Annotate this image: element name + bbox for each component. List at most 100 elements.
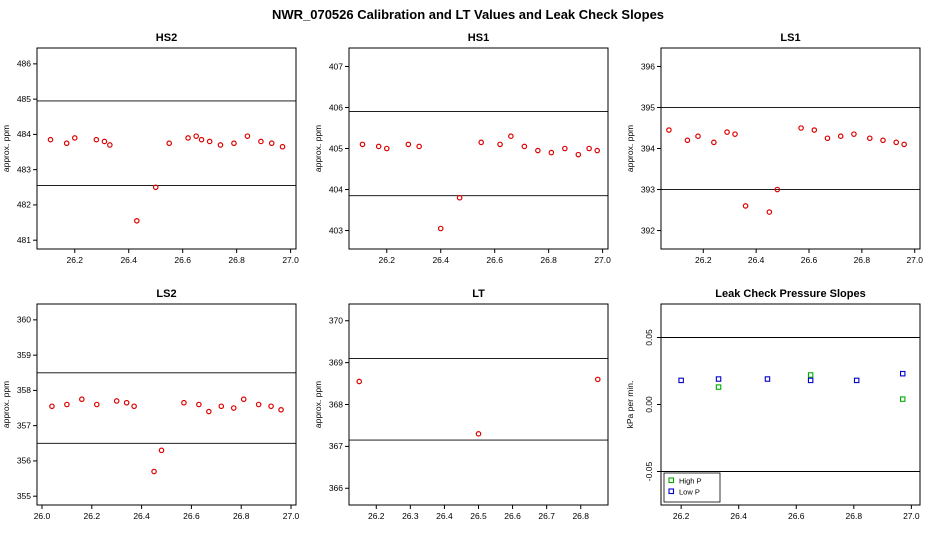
data-point	[151, 468, 157, 475]
y-tick-label: 406	[329, 102, 343, 112]
chart-title: LS2	[156, 288, 176, 300]
y-tick-label: 359	[17, 350, 31, 360]
data-point	[71, 135, 78, 141]
legend-marker	[668, 488, 675, 495]
data-point	[774, 186, 781, 193]
data-point	[715, 376, 722, 382]
x-tick-label: 26.8	[854, 255, 871, 265]
data-point	[230, 405, 237, 411]
data-point	[218, 403, 225, 410]
data-point	[807, 372, 814, 378]
page-title: NWR_070526 Calibration and LT Values and…	[271, 7, 665, 22]
data-point	[206, 408, 212, 415]
data-point	[684, 137, 691, 144]
y-tick-label: 483	[17, 164, 31, 174]
legend-label: High P	[679, 477, 702, 486]
data-point	[356, 378, 363, 385]
data-point	[206, 138, 213, 145]
x-tick-label: 26.2	[378, 255, 395, 265]
data-point	[231, 140, 237, 147]
plot-frame	[36, 47, 297, 250]
y-tick-label: 367	[329, 441, 343, 451]
x-tick-label: 26.6	[486, 255, 503, 265]
y-axis-label: approx. ppm	[1, 125, 11, 172]
y-tick-label: 484	[17, 129, 31, 139]
chart-hs1: HS1 26.2 26.4 26.6 26.8 27.0 403 404 405 406 407 ap…	[313, 32, 611, 265]
x-tick-label: 27.0	[906, 255, 923, 265]
data-point	[166, 140, 172, 147]
y-tick-label: 393	[641, 184, 655, 194]
x-tick-label: 26.2	[66, 255, 83, 265]
y-tick-label: 394	[641, 143, 655, 153]
x-tick-label: 26.8	[233, 511, 250, 521]
data-point	[93, 136, 100, 143]
data-point	[113, 398, 120, 404]
data-point	[899, 396, 906, 402]
data-point	[798, 125, 804, 131]
data-point	[278, 406, 284, 413]
data-point	[217, 142, 224, 148]
data-point	[742, 203, 749, 209]
data-point	[93, 401, 100, 408]
data-point	[101, 138, 108, 145]
data-point	[824, 135, 831, 142]
x-tick-label: 26.4	[436, 511, 453, 521]
chart-title: HS1	[468, 32, 489, 44]
y-tick-label: 366	[329, 483, 343, 493]
y-tick-label: 0.00	[644, 396, 654, 413]
chart-hs2: HS2 26.2 26.4 26.6 26.8 27.0 481 482 483 484 485 48…	[1, 32, 299, 265]
data-point	[405, 141, 412, 148]
data-point	[383, 145, 390, 152]
y-axis-label: approx. ppm	[1, 381, 11, 428]
x-tick-label: 26.8	[846, 511, 863, 521]
y-tick-label: 368	[329, 399, 343, 409]
data-point	[131, 403, 137, 410]
y-axis-label: approx. ppm	[625, 125, 635, 172]
data-point	[766, 209, 773, 215]
data-point	[134, 217, 140, 224]
x-tick-label: 26.4	[133, 511, 150, 521]
data-point	[185, 135, 191, 141]
data-point	[548, 149, 555, 156]
chart-title: HS2	[156, 32, 177, 44]
y-tick-label: 358	[17, 385, 31, 395]
data-point	[63, 140, 70, 147]
data-point	[695, 133, 701, 139]
data-point	[198, 136, 205, 143]
y-tick-label: 396	[641, 61, 655, 71]
y-tick-label: 370	[329, 316, 343, 326]
x-tick-label: 26.6	[788, 511, 805, 521]
data-point	[594, 376, 601, 383]
data-point	[49, 403, 55, 410]
y-axis-label: approx. ppm	[313, 125, 323, 172]
data-point	[851, 131, 857, 137]
data-point	[535, 147, 541, 154]
x-tick-label: 26.4	[730, 511, 747, 521]
data-point	[837, 133, 844, 139]
data-point	[416, 143, 422, 150]
chart-title: LT	[472, 288, 485, 300]
plot-frame	[348, 47, 609, 250]
data-point	[807, 377, 814, 384]
y-tick-label: 355	[17, 491, 31, 501]
plot-frame	[348, 303, 609, 506]
data-point	[193, 133, 199, 139]
y-tick-label: 356	[17, 456, 31, 466]
data-point	[456, 194, 463, 201]
data-point	[268, 403, 274, 410]
data-point	[586, 145, 592, 152]
data-point	[853, 377, 860, 384]
data-point	[575, 151, 582, 158]
data-point	[279, 143, 286, 150]
chart-ls1: LS1 26.2 26.4 26.6 26.8 27.0 392 393 394 395 396 ap…	[625, 32, 923, 265]
x-tick-label: 26.2	[84, 511, 101, 521]
data-point	[666, 127, 672, 133]
data-point	[123, 399, 130, 406]
y-tick-label: 395	[641, 102, 655, 112]
y-tick-label: 405	[329, 143, 343, 153]
y-tick-label: 485	[17, 94, 31, 104]
data-point	[715, 384, 722, 390]
data-point	[562, 145, 568, 152]
data-point	[258, 138, 264, 145]
